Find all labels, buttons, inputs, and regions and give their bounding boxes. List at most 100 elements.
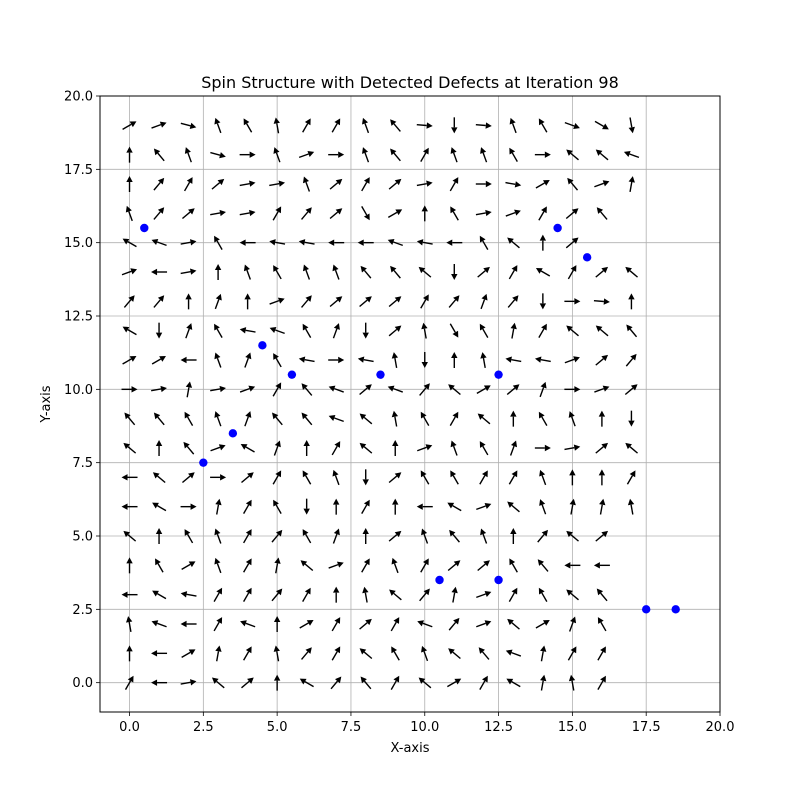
spin-arrow-shaft bbox=[181, 475, 191, 484]
spin-arrow-head bbox=[392, 440, 399, 446]
spin-arrow bbox=[391, 352, 399, 369]
spin-arrow-head bbox=[189, 679, 197, 686]
defect-point bbox=[376, 370, 385, 379]
spin-arrow-shaft bbox=[334, 269, 340, 280]
spin-arrow-shaft bbox=[181, 211, 191, 220]
spin-arrow-head bbox=[390, 265, 397, 273]
spin-arrow-shaft bbox=[476, 505, 486, 511]
spin-arrow-shaft bbox=[476, 387, 486, 394]
spin-arrow-shaft bbox=[567, 651, 574, 661]
x-tick-label: 10.0 bbox=[410, 720, 439, 735]
spin-arrow-shaft bbox=[393, 651, 400, 661]
spin-arrow bbox=[185, 293, 192, 310]
spin-arrow-head bbox=[421, 362, 428, 368]
spin-arrow-head bbox=[302, 176, 309, 184]
y-axis-label: Y-axis bbox=[39, 385, 54, 423]
x-tick-label: 12.5 bbox=[484, 720, 513, 735]
spin-arrow-head bbox=[573, 444, 581, 451]
y-tick-label: 15.0 bbox=[64, 236, 93, 251]
spin-arrow bbox=[509, 558, 518, 573]
spin-arrow bbox=[451, 586, 458, 603]
spin-arrow-shaft bbox=[128, 211, 133, 222]
spin-arrow-shaft bbox=[564, 446, 575, 451]
y-tick-label: 5.0 bbox=[72, 530, 93, 545]
spin-arrow-shaft bbox=[595, 358, 604, 366]
spin-arrow-head bbox=[628, 176, 635, 183]
spin-arrow-shaft bbox=[331, 123, 338, 133]
spin-arrow-shaft bbox=[127, 241, 137, 248]
spin-arrow-shaft bbox=[156, 241, 167, 247]
spin-arrow-shaft bbox=[511, 563, 518, 573]
spin-arrow-shaft bbox=[332, 328, 338, 339]
spin-arrow-shaft bbox=[329, 211, 339, 220]
spin-arrow bbox=[475, 209, 492, 217]
spin-arrow bbox=[180, 239, 197, 246]
spin-arrow-head bbox=[541, 323, 547, 331]
spin-arrow bbox=[391, 410, 399, 427]
spin-arrow-shaft bbox=[423, 475, 430, 485]
spin-arrow-shaft bbox=[157, 563, 164, 573]
spin-arrow bbox=[567, 177, 579, 191]
spin-arrow-head bbox=[298, 356, 306, 363]
spin-arrow bbox=[362, 117, 370, 134]
spin-arrow-shaft bbox=[452, 534, 460, 543]
spin-arrow-head bbox=[121, 591, 128, 598]
y-tick-label: 17.5 bbox=[64, 163, 93, 178]
spin-arrow bbox=[328, 385, 344, 393]
spin-arrow-head bbox=[121, 503, 128, 510]
spin-arrow-head bbox=[482, 470, 488, 478]
spin-arrow bbox=[598, 410, 606, 427]
spin-arrow-shaft bbox=[363, 416, 373, 425]
spin-arrow bbox=[214, 528, 222, 544]
spin-arrow bbox=[123, 530, 137, 542]
spin-arrow-head bbox=[357, 239, 364, 246]
spin-arrow bbox=[568, 411, 576, 427]
spin-arrow-shaft bbox=[624, 387, 634, 396]
spin-arrow-head bbox=[477, 413, 485, 420]
spin-arrow-shaft bbox=[481, 651, 490, 660]
spin-arrow-shaft bbox=[540, 270, 551, 277]
spin-arrow bbox=[421, 205, 428, 222]
spin-arrow bbox=[180, 591, 197, 598]
spin-arrow-shaft bbox=[213, 621, 220, 632]
y-tick-label: 12.5 bbox=[64, 310, 93, 325]
spin-arrow bbox=[359, 618, 372, 630]
spin-arrow bbox=[361, 177, 370, 192]
spin-arrow-head bbox=[596, 588, 604, 596]
spin-arrow-head bbox=[302, 323, 309, 331]
spin-arrow-head bbox=[185, 381, 193, 388]
spin-arrow bbox=[448, 648, 461, 660]
spin-arrow-head bbox=[423, 383, 430, 390]
spin-arrow-shaft bbox=[151, 388, 162, 392]
spin-arrow-head bbox=[418, 677, 426, 684]
spin-arrow-shaft bbox=[479, 680, 486, 690]
spin-arrow bbox=[302, 470, 312, 485]
spin-arrow-shaft bbox=[243, 563, 250, 573]
spin-arrow bbox=[181, 208, 195, 220]
spin-arrow-shaft bbox=[567, 269, 574, 280]
spin-arrow-shaft bbox=[364, 592, 368, 603]
spin-arrow-shaft bbox=[594, 387, 605, 393]
spin-arrow-head bbox=[421, 645, 428, 653]
spin-arrow-head bbox=[126, 176, 133, 182]
spin-arrow-shaft bbox=[511, 622, 520, 630]
spin-arrow-shaft bbox=[564, 121, 575, 127]
spin-arrow-head bbox=[273, 353, 279, 360]
spin-arrow bbox=[564, 356, 580, 364]
spin-arrow bbox=[155, 528, 163, 544]
spin-arrow-shaft bbox=[363, 651, 373, 660]
spin-arrow-shaft bbox=[448, 299, 457, 308]
spin-arrow bbox=[214, 117, 222, 134]
spin-arrow bbox=[479, 235, 489, 250]
spin-arrow-head bbox=[390, 148, 397, 156]
spin-arrow bbox=[628, 410, 635, 427]
spin-arrow-head bbox=[215, 498, 222, 506]
spin-arrow bbox=[477, 413, 491, 425]
defect-point bbox=[140, 223, 149, 233]
spin-arrow bbox=[446, 239, 463, 246]
spin-arrow bbox=[538, 206, 547, 221]
spin-arrow bbox=[329, 208, 343, 220]
spin-arrow-head bbox=[542, 620, 550, 626]
spin-arrow-shaft bbox=[422, 270, 432, 278]
